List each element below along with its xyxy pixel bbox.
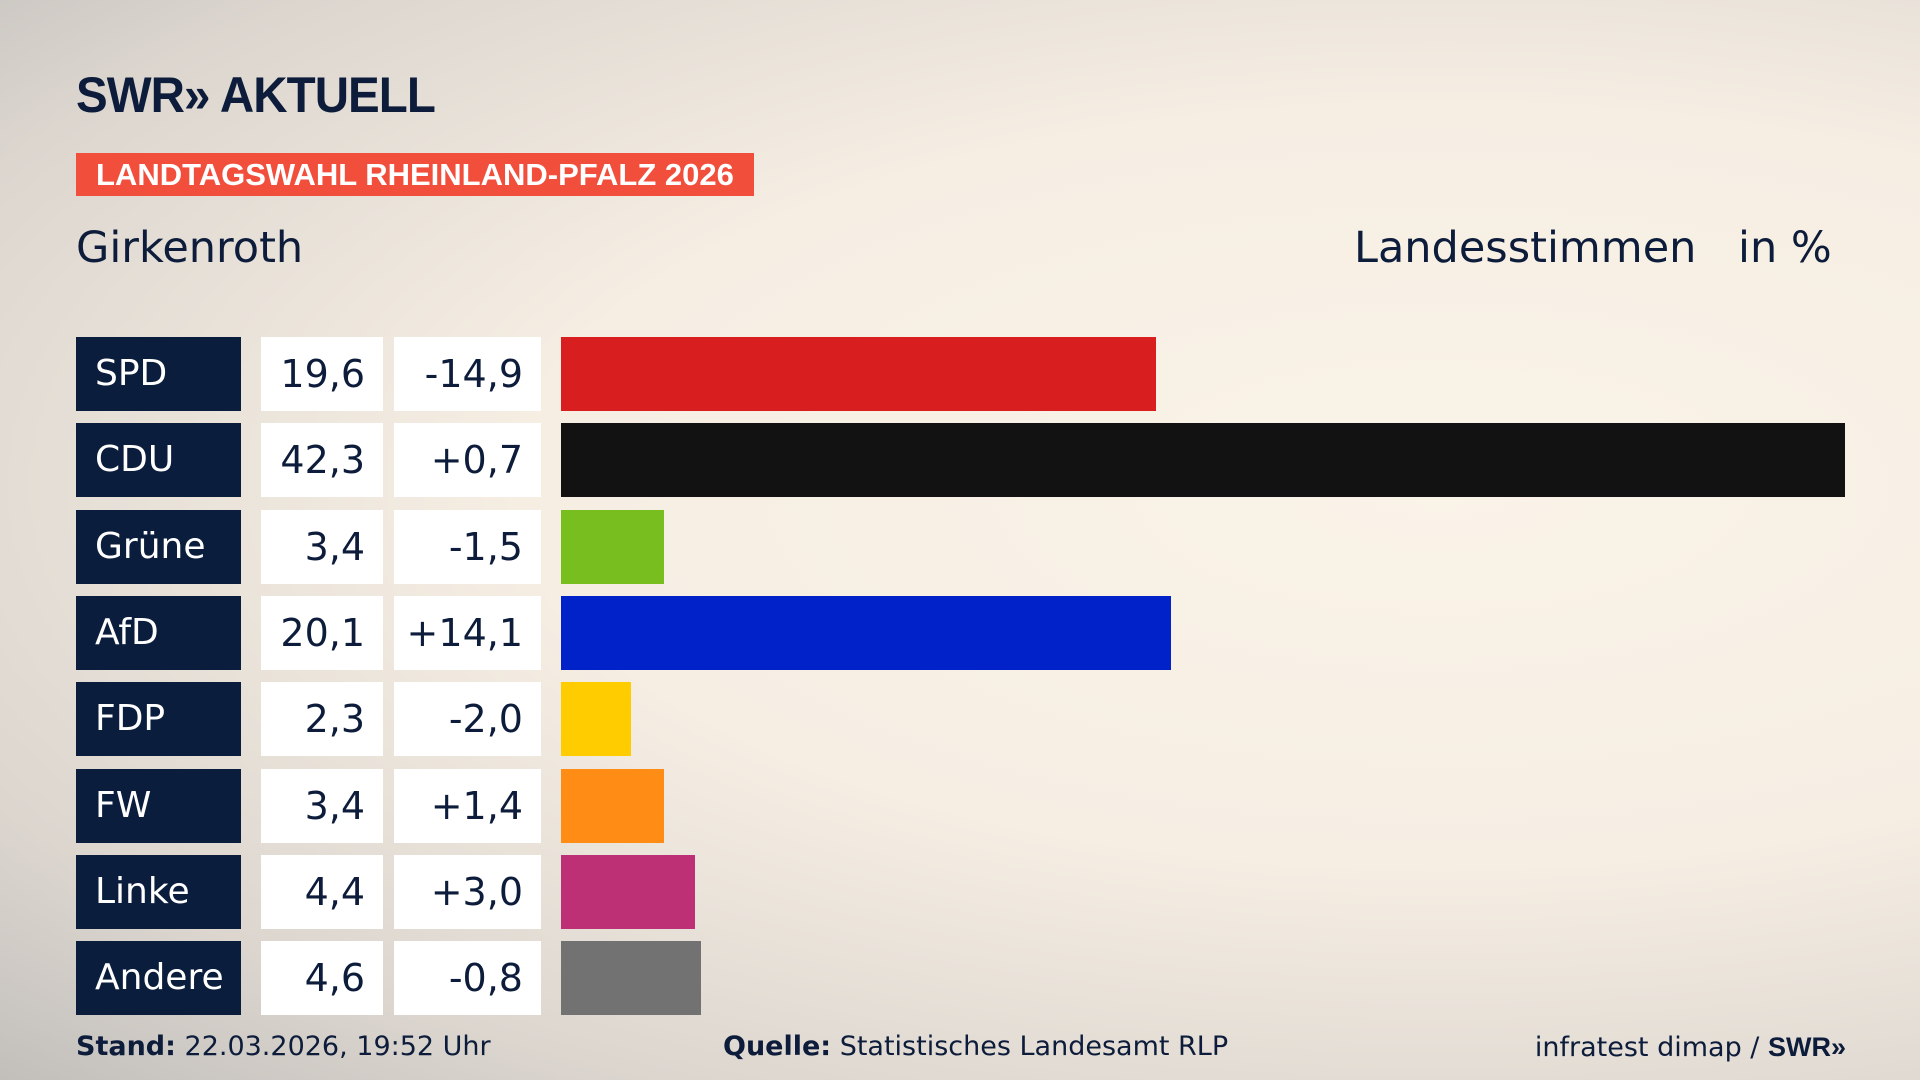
value-label: 3,4	[261, 509, 383, 584]
bar	[561, 337, 1156, 411]
party-label: Grüne	[76, 509, 241, 584]
chart-row: AfD 20,1 +14,1	[76, 595, 1856, 670]
stand-value: 22.03.2026, 19:52 Uhr	[184, 1031, 491, 1062]
diff-label: +14,1	[394, 595, 541, 670]
stand-info: Stand: 22.03.2026, 19:52 Uhr	[76, 1030, 491, 1064]
stand-label: Stand:	[76, 1031, 176, 1062]
diff-label: +0,7	[394, 423, 541, 498]
chart-row: Linke 4,4 +3,0	[76, 854, 1856, 929]
chart-row: FDP 2,3 -2,0	[76, 682, 1856, 757]
party-label: Andere	[76, 941, 241, 1016]
party-label: FDP	[76, 682, 241, 757]
diff-label: +3,0	[394, 854, 541, 929]
value-label: 19,6	[261, 337, 383, 411]
swr-aktuell-logo: SWR» AKTUELL	[76, 67, 436, 123]
swr-small-logo: SWR»	[1767, 1032, 1846, 1062]
diff-label: -2,0	[394, 682, 541, 757]
bar	[561, 595, 1172, 670]
party-label: FW	[76, 768, 241, 843]
source-value: Statistisches Landesamt RLP	[839, 1031, 1229, 1062]
value-label: 42,3	[261, 423, 383, 498]
diff-label: -14,9	[394, 337, 541, 411]
bar	[561, 768, 665, 843]
chart-row: SPD 19,6 -14,9	[76, 337, 1856, 411]
bar	[561, 509, 665, 584]
chart-row: FW 3,4 +1,4	[76, 768, 1856, 843]
party-label: Linke	[76, 854, 241, 929]
value-label: 20,1	[261, 595, 383, 670]
party-label: AfD	[76, 595, 241, 670]
chart-row: Grüne 3,4 -1,5	[76, 509, 1856, 584]
source-label: Quelle:	[723, 1031, 832, 1062]
value-label: 2,3	[261, 682, 383, 757]
bar	[561, 423, 1845, 498]
value-label: 4,6	[261, 941, 383, 1016]
bar	[561, 854, 695, 929]
value-label: 4,4	[261, 854, 383, 929]
place-title: Girkenroth	[76, 223, 304, 273]
credit-info: infratest dimap / SWR»	[1535, 1030, 1846, 1065]
bar	[561, 682, 631, 757]
diff-label: -1,5	[394, 509, 541, 584]
party-label: SPD	[76, 337, 241, 411]
diff-label: -0,8	[394, 941, 541, 1016]
party-label: CDU	[76, 423, 241, 498]
credit-text: infratest dimap /	[1534, 1032, 1768, 1063]
measure-label: Landesstimmen	[1354, 223, 1697, 273]
bar	[561, 941, 701, 1016]
value-label: 3,4	[261, 768, 383, 843]
unit-label: in %	[1738, 223, 1832, 273]
chart-row: Andere 4,6 -0,8	[76, 941, 1856, 1016]
chart-row: CDU 42,3 +0,7	[76, 423, 1856, 498]
source-info: Quelle: Statistisches Landesamt RLP	[723, 1030, 1228, 1064]
diff-label: +1,4	[394, 768, 541, 843]
election-banner: LANDTAGSWAHL RHEINLAND-PFALZ 2026	[76, 153, 754, 196]
